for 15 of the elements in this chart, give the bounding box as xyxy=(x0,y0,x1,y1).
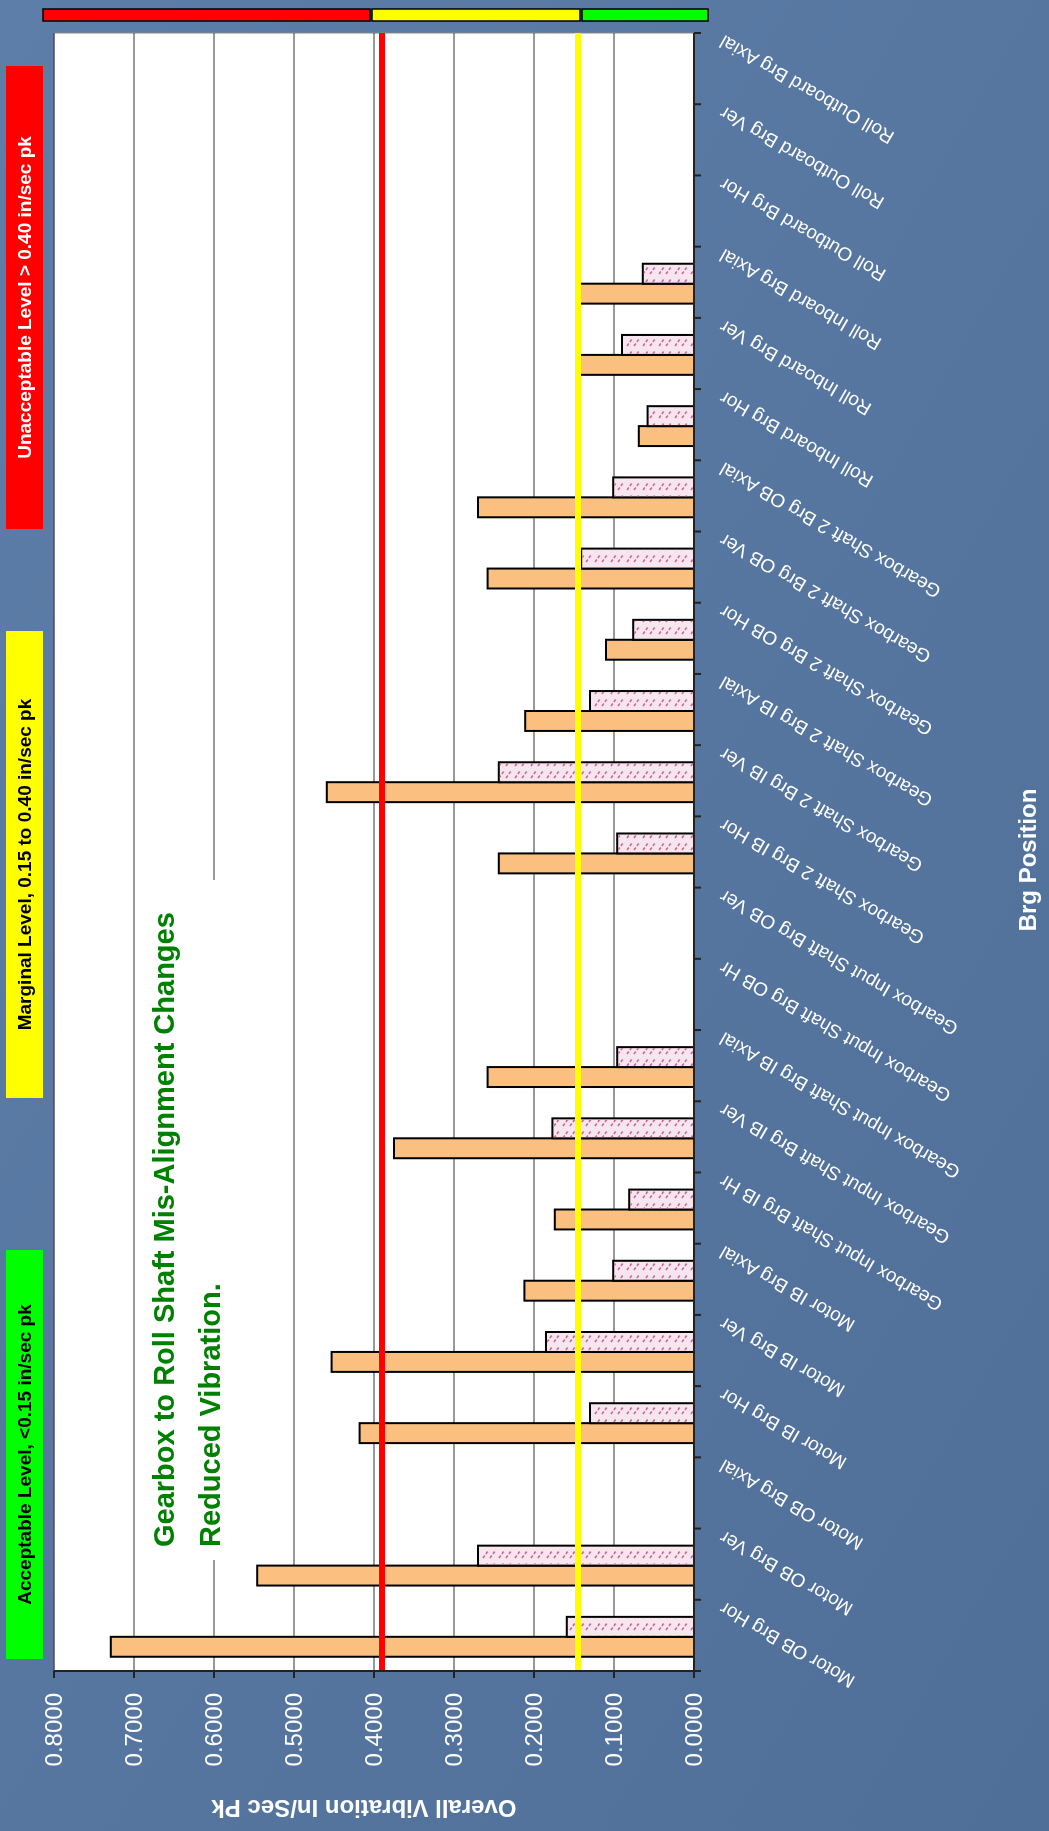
x-tick-label: 0.3000 xyxy=(440,1693,467,1767)
y-axis-title: Brg Position xyxy=(1014,788,1041,932)
text: Marginal Level, 0.15 to 0.40 in/sec pk xyxy=(14,698,35,1031)
text: Acceptable Level, <0.15 in/sec pk xyxy=(14,1303,35,1605)
x-tick-label: 0.6000 xyxy=(200,1693,227,1767)
x-tick-label: 0.2000 xyxy=(520,1693,547,1767)
x-tick-label: 0.4000 xyxy=(360,1693,387,1767)
x-tick-label: 0.1000 xyxy=(600,1693,627,1767)
x-tick-label: 0.5000 xyxy=(280,1693,307,1767)
x-tick-label: 0.8000 xyxy=(40,1693,67,1767)
x-tick-label: 0.7000 xyxy=(120,1693,147,1767)
text: Unacceptable Level > 0.40 in/sec pk xyxy=(14,135,35,459)
x-axis-title: Overall Vibration In/Sec Pk xyxy=(210,1795,517,1822)
annotation: Gearbox to Roll Shaft Mis-Alignment Changes Reduced Vibration. xyxy=(148,912,226,1547)
x-tick-label: 0.0000 xyxy=(680,1693,707,1767)
